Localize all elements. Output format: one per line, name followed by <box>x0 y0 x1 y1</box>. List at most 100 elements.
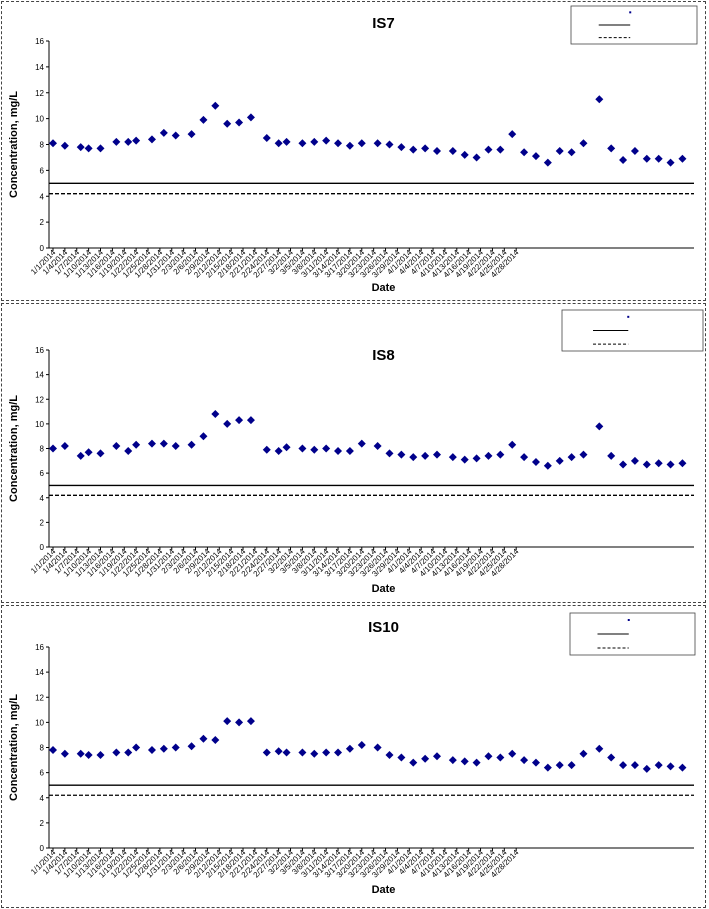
data-point <box>274 446 283 455</box>
data-point <box>555 761 564 770</box>
data-point <box>262 134 271 143</box>
y-tick-label: 0 <box>40 844 45 853</box>
data-point <box>147 746 156 755</box>
data-point <box>159 744 168 753</box>
y-tick-label: 14 <box>35 63 44 72</box>
y-tick-label: 12 <box>35 693 44 702</box>
legend <box>569 612 696 656</box>
data-point <box>496 450 505 459</box>
legend-marker <box>629 11 632 14</box>
data-point <box>357 740 366 749</box>
data-point <box>132 743 141 752</box>
data-point <box>666 762 675 771</box>
data-point <box>345 141 354 150</box>
data-point <box>421 451 430 460</box>
data-point <box>531 758 540 767</box>
data-point <box>421 754 430 763</box>
data-point <box>543 461 552 470</box>
data-point <box>595 95 604 104</box>
data-point <box>282 748 291 757</box>
data-point <box>666 158 675 167</box>
data-point <box>433 450 442 459</box>
data-point <box>409 453 418 462</box>
y-tick-label: 8 <box>40 744 45 753</box>
data-point <box>357 439 366 448</box>
data-point <box>322 136 331 145</box>
y-tick-label: 0 <box>40 543 45 552</box>
data-point <box>385 140 394 149</box>
data-point <box>484 145 493 154</box>
data-point <box>124 748 133 757</box>
data-point <box>211 101 220 110</box>
legend-marker <box>627 315 630 318</box>
data-point <box>619 460 628 469</box>
data-point <box>619 761 628 770</box>
data-point <box>508 440 517 449</box>
chart-panel-is10: IS10 0 2 4 6 8 10 12 14 16 Concentration, mg/L 1/1/… <box>1 605 706 908</box>
data-point <box>76 749 85 758</box>
y-axis-title: Concentration, mg/L <box>8 91 20 198</box>
data-point <box>433 146 442 155</box>
data-point <box>171 743 180 752</box>
data-point <box>460 757 469 766</box>
data-point <box>484 752 493 761</box>
data-point <box>373 743 382 752</box>
data-point <box>262 748 271 757</box>
y-tick-label: 2 <box>40 218 45 227</box>
data-point <box>334 139 343 148</box>
y-tick-label: 6 <box>40 469 45 478</box>
data-point <box>199 734 208 743</box>
data-point <box>409 145 418 154</box>
chart-title: IS10 <box>368 619 399 636</box>
data-point <box>187 130 196 139</box>
data-point <box>60 749 69 758</box>
data-point <box>484 451 493 460</box>
data-point <box>147 439 156 448</box>
data-point <box>579 450 588 459</box>
data-point <box>607 451 616 460</box>
y-tick-label: 12 <box>35 89 44 98</box>
data-point <box>520 756 529 765</box>
data-point <box>508 749 517 758</box>
data-point <box>147 135 156 144</box>
data-point <box>543 763 552 772</box>
data-point <box>345 744 354 753</box>
y-tick-label: 2 <box>40 819 45 828</box>
data-point <box>246 416 255 425</box>
data-point <box>630 456 639 465</box>
data-point <box>496 753 505 762</box>
data-point <box>199 115 208 124</box>
data-point <box>666 460 675 469</box>
data-point <box>246 717 255 726</box>
legend-box <box>570 5 698 45</box>
data-point <box>298 444 307 453</box>
data-point <box>322 444 331 453</box>
data-point <box>397 753 406 762</box>
data-point <box>211 735 220 744</box>
legend-marker <box>627 619 630 621</box>
data-point <box>642 154 651 163</box>
data-point <box>579 749 588 758</box>
data-point <box>60 141 69 150</box>
y-tick-label: 6 <box>40 769 45 778</box>
data-point <box>555 456 564 465</box>
data-point <box>345 446 354 455</box>
data-point <box>262 445 271 454</box>
data-point <box>397 450 406 459</box>
data-point <box>567 761 576 770</box>
data-point <box>132 136 141 145</box>
legend <box>570 5 698 45</box>
data-point <box>310 137 319 146</box>
data-point <box>433 752 442 761</box>
data-point <box>310 749 319 758</box>
data-point <box>76 143 85 152</box>
data-point <box>334 446 343 455</box>
data-point <box>607 753 616 762</box>
data-point <box>630 761 639 770</box>
x-axis-title: Date <box>372 884 396 896</box>
chart-panel-is7: IS7 0 2 4 6 8 10 12 14 16 Concentration, mg/L 1/1/2… <box>1 1 706 301</box>
y-tick-label: 2 <box>40 518 45 527</box>
data-point <box>112 137 121 146</box>
data-point <box>310 445 319 454</box>
data-point <box>460 150 469 159</box>
